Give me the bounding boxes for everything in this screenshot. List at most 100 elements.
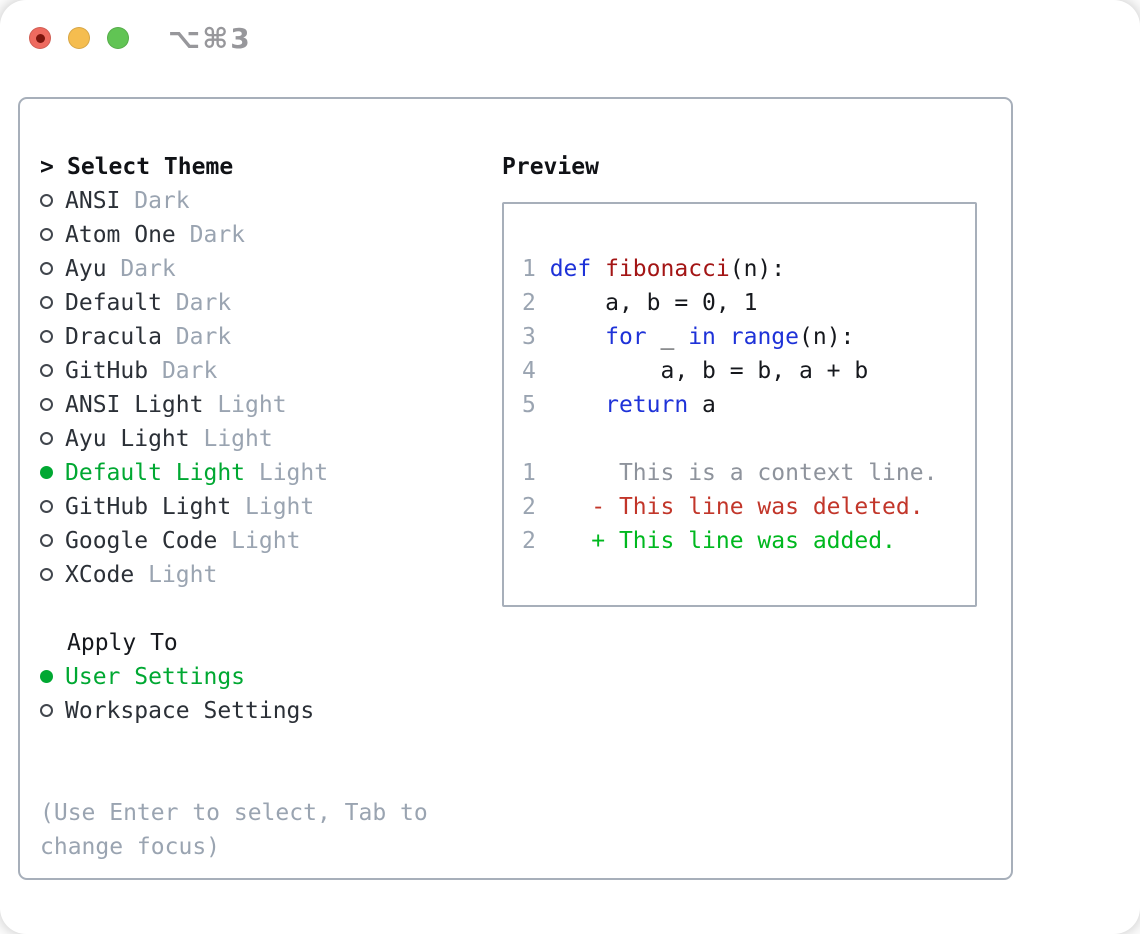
theme-variant-tag: Dark — [120, 188, 190, 214]
radio-icon — [40, 194, 53, 207]
theme-name: XCode — [65, 562, 135, 588]
theme-name: Ayu Light — [65, 426, 190, 452]
radio-icon — [40, 228, 53, 241]
theme-variant-tag: Light — [203, 392, 287, 418]
theme-option-github[interactable]: GitHub Dark — [40, 354, 490, 388]
theme-option-default-light[interactable]: Default Light Light — [40, 456, 490, 490]
line-number: 4 — [522, 358, 550, 384]
focus-prompt-icon: > — [40, 154, 54, 180]
line-number: 5 — [522, 392, 550, 418]
theme-name: Atom One — [65, 222, 176, 248]
theme-name: Google Code — [65, 528, 218, 554]
code-segment — [536, 528, 591, 554]
theme-name: GitHub Light — [65, 494, 232, 520]
theme-variant-tag: Dark — [106, 256, 176, 282]
radio-selected-icon — [40, 466, 53, 479]
apply-to-header: Apply To — [67, 630, 178, 656]
diff-deleted-line: 2 - This line was deleted. — [522, 490, 975, 524]
theme-option-google-code[interactable]: Google Code Light — [40, 524, 490, 558]
radio-icon — [40, 500, 53, 513]
code-segment: def — [549, 256, 592, 282]
code-segment — [536, 494, 591, 520]
titlebar: ⌥⌘3 — [0, 0, 1140, 76]
radio-icon — [40, 296, 53, 309]
radio-icon — [40, 568, 53, 581]
zoom-button[interactable] — [107, 27, 129, 49]
apply-option-workspace-settings[interactable]: Workspace Settings — [40, 694, 490, 728]
code-segment: - — [591, 494, 619, 520]
theme-variant-tag: Dark — [161, 290, 232, 316]
help-text: (Use Enter to select, Tab to change focu… — [40, 800, 428, 860]
theme-option-github-light[interactable]: GitHub Light Light — [40, 490, 490, 524]
theme-option-dracula[interactable]: Dracula Dark — [40, 320, 490, 354]
select-theme-title: Select Theme — [67, 154, 234, 180]
code-segment: a, b = 0, 1 — [549, 290, 758, 316]
select-theme-header: > Select Theme — [40, 150, 490, 184]
theme-variant-tag: Light — [217, 528, 301, 554]
code-segment: in — [688, 324, 716, 350]
code-segment: This line was deleted. — [618, 494, 924, 520]
theme-variant-tag: Light — [231, 494, 315, 520]
code-segment: + — [591, 528, 619, 554]
radio-icon — [40, 364, 53, 377]
radio-icon — [40, 534, 53, 547]
diff-context-line: 1 This is a context line. — [522, 456, 975, 490]
theme-name: GitHub — [65, 358, 149, 384]
line-number: 2 — [522, 290, 550, 316]
theme-name: Default — [65, 290, 162, 316]
code-line: 5 return a — [522, 388, 975, 422]
code-line: 3 for _ in range(n): — [522, 320, 975, 354]
preview-column: Preview 1 def fibonacci(n): 2 a, b = 0, 1… — [502, 150, 977, 607]
code-segment — [536, 460, 619, 486]
radio-icon — [40, 330, 53, 343]
code-segment: a, b = b, a + b — [549, 358, 869, 384]
theme-name: Ayu — [65, 256, 107, 282]
theme-variant-tag: Dark — [175, 222, 246, 248]
theme-option-ayu[interactable]: Ayu Dark — [40, 252, 490, 286]
code-segment: a — [688, 392, 716, 418]
theme-variant-tag: Light — [189, 426, 273, 452]
theme-name: Dracula — [65, 324, 162, 350]
theme-option-ayu-light[interactable]: Ayu Light Light — [40, 422, 490, 456]
theme-name: Default Light — [65, 460, 246, 486]
code-segment: (n): — [729, 256, 786, 282]
code-segment: fibonacci — [605, 256, 730, 282]
code-line: 2 a, b = 0, 1 — [522, 286, 975, 320]
code-segment: This line was added. — [618, 528, 896, 554]
theme-variant-tag: Light — [245, 460, 329, 486]
theme-option-ansi-light[interactable]: ANSI Light Light — [40, 388, 490, 422]
main-panel: > Select Theme ANSI Dark Atom One Dark Ayu … — [18, 97, 1013, 880]
code-segment: (n): — [799, 324, 855, 350]
theme-variant-tag: Dark — [148, 358, 218, 384]
theme-option-atom-one[interactable]: Atom One Dark — [40, 218, 490, 252]
theme-option-ansi[interactable]: ANSI Dark — [40, 184, 490, 218]
line-number: 1 — [522, 460, 536, 486]
radio-icon — [40, 432, 53, 445]
line-number: 1 — [522, 256, 550, 282]
theme-name: ANSI — [65, 188, 121, 214]
apply-to-list: User Settings Workspace Settings — [40, 660, 490, 728]
theme-option-xcode[interactable]: XCode Light — [40, 558, 490, 592]
code-segment — [716, 324, 730, 350]
theme-list: ANSI Dark Atom One Dark Ayu Dark Default Da… — [40, 184, 490, 592]
radio-icon — [40, 262, 53, 275]
radio-selected-icon — [40, 670, 53, 683]
theme-variant-tag: Light — [134, 562, 218, 588]
line-number: 2 — [522, 528, 536, 554]
radio-icon — [40, 704, 53, 717]
close-button[interactable] — [29, 27, 51, 49]
code-segment: range — [729, 324, 799, 350]
theme-option-default[interactable]: Default Dark — [40, 286, 490, 320]
code-segment — [550, 324, 605, 350]
theme-variant-tag: Dark — [161, 324, 232, 350]
line-number: 2 — [522, 494, 536, 520]
minimize-button[interactable] — [68, 27, 90, 49]
diff-added-line: 2 + This line was added. — [522, 524, 975, 558]
blank-line — [522, 422, 975, 456]
spacer — [40, 592, 490, 626]
theme-select-column: > Select Theme ANSI Dark Atom One Dark Ayu … — [40, 150, 490, 864]
apply-option-user-settings[interactable]: User Settings — [40, 660, 490, 694]
code-segment: This is a context line. — [618, 460, 938, 486]
